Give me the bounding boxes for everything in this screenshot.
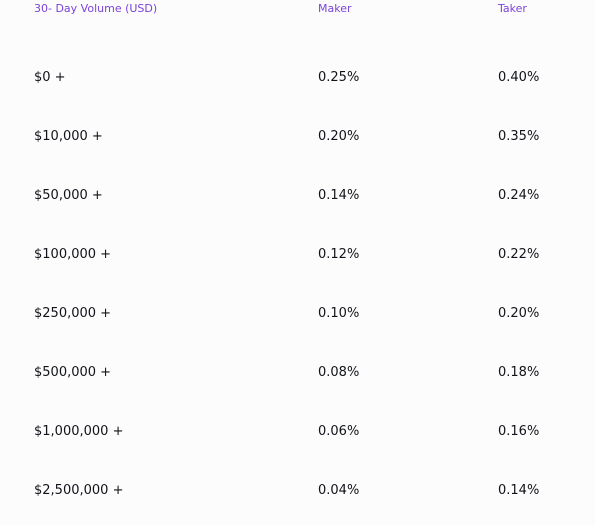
maker-fee-cell: 0.25% <box>318 70 360 85</box>
table-row: $10,000 + 0.20% 0.35% <box>0 125 595 149</box>
table-header: 30- Day Volume (USD) Maker Taker <box>0 0 595 20</box>
volume-tier-cell: $10,000 + <box>34 129 103 144</box>
taker-fee-cell: 0.16% <box>498 424 540 439</box>
maker-fee-cell: 0.14% <box>318 188 360 203</box>
maker-fee-cell: 0.06% <box>318 424 360 439</box>
table-row: $500,000 + 0.08% 0.18% <box>0 361 595 385</box>
volume-tier-cell: $100,000 + <box>34 247 112 262</box>
maker-fee-cell: 0.08% <box>318 365 360 380</box>
column-header-maker: Maker <box>318 2 352 15</box>
table-row: $50,000 + 0.14% 0.24% <box>0 184 595 208</box>
taker-fee-cell: 0.20% <box>498 306 540 321</box>
taker-fee-cell: 0.14% <box>498 483 540 498</box>
volume-tier-cell: $0 + <box>34 70 66 85</box>
volume-tier-cell: $1,000,000 + <box>34 424 124 439</box>
maker-fee-cell: 0.04% <box>318 483 360 498</box>
table-row: $100,000 + 0.12% 0.22% <box>0 243 595 267</box>
taker-fee-cell: 0.35% <box>498 129 540 144</box>
table-row: $2,500,000 + 0.04% 0.14% <box>0 479 595 503</box>
taker-fee-cell: 0.24% <box>498 188 540 203</box>
volume-tier-cell: $500,000 + <box>34 365 112 380</box>
volume-tier-cell: $2,500,000 + <box>34 483 124 498</box>
volume-tier-cell: $250,000 + <box>34 306 112 321</box>
taker-fee-cell: 0.18% <box>498 365 540 380</box>
table-row: $1,000,000 + 0.06% 0.16% <box>0 420 595 444</box>
volume-tier-cell: $50,000 + <box>34 188 103 203</box>
column-header-taker: Taker <box>498 2 527 15</box>
maker-fee-cell: 0.12% <box>318 247 360 262</box>
taker-fee-cell: 0.22% <box>498 247 540 262</box>
taker-fee-cell: 0.40% <box>498 70 540 85</box>
column-header-volume: 30- Day Volume (USD) <box>34 2 158 15</box>
table-row: $250,000 + 0.10% 0.20% <box>0 302 595 326</box>
maker-fee-cell: 0.20% <box>318 129 360 144</box>
table-row: $0 + 0.25% 0.40% <box>0 66 595 90</box>
maker-fee-cell: 0.10% <box>318 306 360 321</box>
